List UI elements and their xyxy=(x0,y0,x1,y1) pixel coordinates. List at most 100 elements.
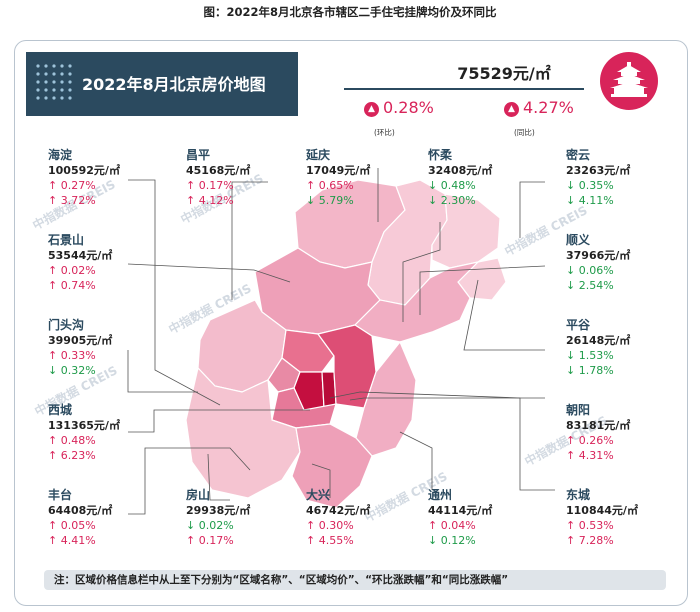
leader-line xyxy=(399,431,433,490)
district-average: 37966元/㎡ xyxy=(566,249,631,262)
district-mom: ↓ 0.35% xyxy=(566,179,614,192)
district-yoy: ↑ 6.23% xyxy=(48,449,96,462)
district-average: 53544元/㎡ xyxy=(48,249,113,262)
region-daxing xyxy=(291,423,373,509)
up-triangle-icon: ▲ xyxy=(364,102,379,117)
district-fengtai: 丰台 64408元/㎡ ↑ 0.05% ↑ 4.41% xyxy=(48,488,112,548)
district-mom: ↑ 0.53% xyxy=(566,519,614,532)
district-name: 东城 xyxy=(566,488,591,502)
district-average: 110844元/㎡ xyxy=(566,504,638,517)
temple-of-heaven-logo xyxy=(600,52,658,110)
map-title: 2022年8月北京房价地图 xyxy=(82,75,266,94)
district-name: 通州 xyxy=(428,488,453,502)
temple-icon xyxy=(610,62,648,97)
district-shunyi: 顺义 37966元/㎡ ↓ 0.06% ↓ 2.54% xyxy=(566,233,630,293)
district-mom: ↑ 0.05% xyxy=(48,519,96,532)
leader-line xyxy=(463,279,545,351)
district-yoy: ↑ 3.72% xyxy=(48,194,96,207)
district-average: 46742元/㎡ xyxy=(306,504,371,517)
district-mom: ↑ 0.02% xyxy=(48,264,96,277)
district-average: 100592元/㎡ xyxy=(48,164,120,177)
dot-pattern-icon xyxy=(36,64,72,100)
mom-label: (环比) xyxy=(374,128,395,137)
yoy-label: (同比) xyxy=(514,128,535,137)
leader-line xyxy=(349,397,545,401)
district-tongzhou: 通州 44114元/㎡ ↑ 0.04% ↓ 0.12% xyxy=(428,488,492,548)
district-name: 平谷 xyxy=(566,318,591,332)
district-mom: ↑ 0.30% xyxy=(306,519,354,532)
overall-mom-change: ▲ 0.28% xyxy=(364,98,434,117)
leader-line xyxy=(419,265,546,315)
district-changping: 昌平 45168元/㎡ ↑ 0.17% ↑ 4.12% xyxy=(186,148,250,208)
district-name: 大兴 xyxy=(306,488,331,502)
district-haidian: 海淀 100592元/㎡ ↑ 0.27% ↑ 3.72% xyxy=(48,148,120,208)
district-name: 房山 xyxy=(186,488,211,502)
district-name: 怀柔 xyxy=(428,148,453,162)
title-banner xyxy=(26,52,298,116)
figure-caption: 图：2022年8月北京各市辖区二手住宅挂牌均价及环同比 xyxy=(203,5,497,19)
district-name: 石景山 xyxy=(48,233,85,247)
district-mom: ↑ 0.17% xyxy=(186,179,234,192)
district-mom: ↑ 0.27% xyxy=(48,179,96,192)
district-mom: ↑ 0.26% xyxy=(566,434,614,447)
district-name: 顺义 xyxy=(566,233,591,247)
leader-line xyxy=(128,409,310,433)
district-yoy: ↑ 0.17% xyxy=(186,534,234,547)
district-average: 32408元/㎡ xyxy=(428,164,493,177)
district-average: 45168元/㎡ xyxy=(186,164,251,177)
district-mom: ↓ 0.02% xyxy=(186,519,234,532)
district-mom: ↓ 0.48% xyxy=(428,179,476,192)
district-yanqing: 延庆 17049元/㎡ ↑ 0.65% ↓ 5.79% xyxy=(306,148,370,208)
district-yoy: ↑ 4.31% xyxy=(566,449,614,462)
district-mom: ↑ 0.04% xyxy=(428,519,476,532)
district-daxing: 大兴 46742元/㎡ ↑ 0.30% ↑ 4.55% xyxy=(306,488,370,548)
district-name: 西城 xyxy=(48,403,73,417)
district-yoy: ↑ 4.41% xyxy=(48,534,96,547)
district-average: 23263元/㎡ xyxy=(566,164,631,177)
district-fangshan: 房山 29938元/㎡ ↓ 0.02% ↑ 0.17% xyxy=(186,488,250,548)
district-average: 44114元/㎡ xyxy=(428,504,493,517)
district-name: 海淀 xyxy=(48,148,73,162)
district-yoy: ↑ 0.74% xyxy=(48,279,96,292)
district-chaoyang: 朝阳 83181元/㎡ ↑ 0.26% ↑ 4.31% xyxy=(566,403,630,463)
overall-yoy-change: ▲ 4.27% xyxy=(504,98,574,117)
leader-line xyxy=(402,222,441,322)
leader-line xyxy=(127,263,291,283)
district-yoy: ↑ 4.55% xyxy=(306,534,354,547)
district-yoy: ↓ 2.30% xyxy=(428,194,476,207)
district-average: 83181元/㎡ xyxy=(566,419,631,432)
district-mom: ↑ 0.33% xyxy=(48,349,96,362)
district-average: 131365元/㎡ xyxy=(48,419,120,432)
district-yoy: ↓ 5.79% xyxy=(306,194,354,207)
district-average: 39905元/㎡ xyxy=(48,334,113,347)
leader-line xyxy=(128,179,221,406)
leader-line xyxy=(311,463,331,498)
district-mom: ↓ 1.53% xyxy=(566,349,614,362)
district-xicheng: 西城 131365元/㎡ ↑ 0.48% ↑ 6.23% xyxy=(48,403,120,463)
district-yoy: ↓ 4.11% xyxy=(566,194,614,207)
district-mom: ↑ 0.48% xyxy=(48,434,96,447)
leader-line xyxy=(329,391,555,491)
district-average: 26148元/㎡ xyxy=(566,334,631,347)
district-name: 门头沟 xyxy=(48,318,85,332)
district-yoy: ↓ 0.12% xyxy=(428,534,476,547)
leader-line xyxy=(128,447,251,515)
district-name: 延庆 xyxy=(306,148,331,162)
district-name: 朝阳 xyxy=(566,403,591,417)
district-miyun: 密云 23263元/㎡ ↓ 0.35% ↓ 4.11% xyxy=(566,148,630,208)
district-yoy: ↓ 0.32% xyxy=(48,364,96,377)
district-yoy: ↓ 1.78% xyxy=(566,364,614,377)
summary-divider xyxy=(344,88,584,90)
district-yoy: ↑ 7.28% xyxy=(566,534,614,547)
leader-line xyxy=(207,453,230,501)
district-huairou: 怀柔 32408元/㎡ ↓ 0.48% ↓ 2.30% xyxy=(428,148,492,208)
leader-line xyxy=(519,181,545,238)
leader-line xyxy=(127,350,198,393)
district-shijingshan: 石景山 53544元/㎡ ↑ 0.02% ↑ 0.74% xyxy=(48,233,112,293)
district-mentougou: 门头沟 39905元/㎡ ↑ 0.33% ↓ 0.32% xyxy=(48,318,112,378)
district-mom: ↓ 0.06% xyxy=(566,264,614,277)
district-name: 丰台 xyxy=(48,488,73,502)
district-name: 密云 xyxy=(566,148,591,162)
district-yoy: ↑ 4.12% xyxy=(186,194,234,207)
